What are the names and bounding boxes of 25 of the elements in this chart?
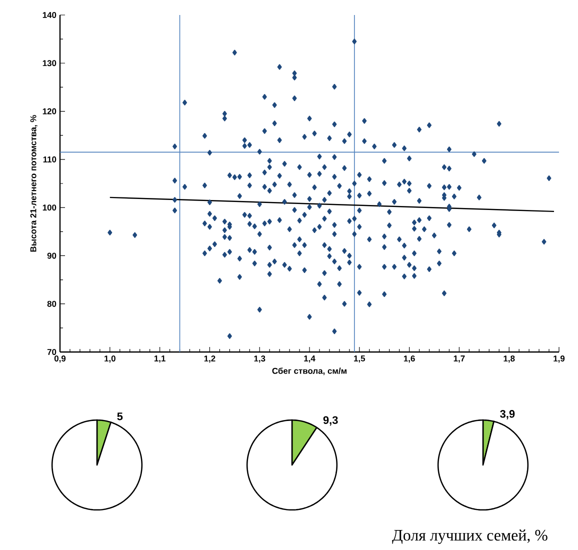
y-tick-label: 140	[42, 12, 56, 18]
x-tick-label: 1,6	[404, 356, 415, 363]
x-tick-label: 0,9	[54, 356, 66, 363]
data-label: 3,9	[500, 410, 515, 420]
x-tick-label: 1,4	[304, 356, 316, 363]
y-tick-label: 90	[47, 252, 56, 259]
y-tick-label: 120	[42, 108, 56, 114]
x-tick-label: 1,2	[204, 356, 216, 363]
x-tick-label: 1,9	[554, 356, 565, 363]
y-tick-label: 80	[47, 300, 56, 307]
data-label: 9,3	[323, 416, 338, 426]
y-axis-title: Высота 21-летнего потомства, %	[30, 114, 38, 252]
x-tick-label: 1,3	[254, 356, 266, 363]
x-tick-label: 1,7	[454, 356, 465, 363]
text: Доля лучших семей, %	[392, 530, 548, 544]
x-axis-title: Сбег ствола, см/м	[272, 368, 346, 376]
y-tick-label: 110	[43, 156, 56, 162]
data-label: 5	[117, 412, 123, 420]
x-tick-label: 1,5	[354, 356, 366, 363]
y-tick-label: 100	[42, 204, 56, 211]
x-tick-label: 1,0	[104, 356, 116, 363]
y-tick-label: 70	[47, 349, 56, 355]
y-tick-label: 130	[42, 60, 56, 66]
x-tick-label: 1,8	[504, 356, 515, 363]
x-tick-label: 1,1	[154, 356, 166, 363]
